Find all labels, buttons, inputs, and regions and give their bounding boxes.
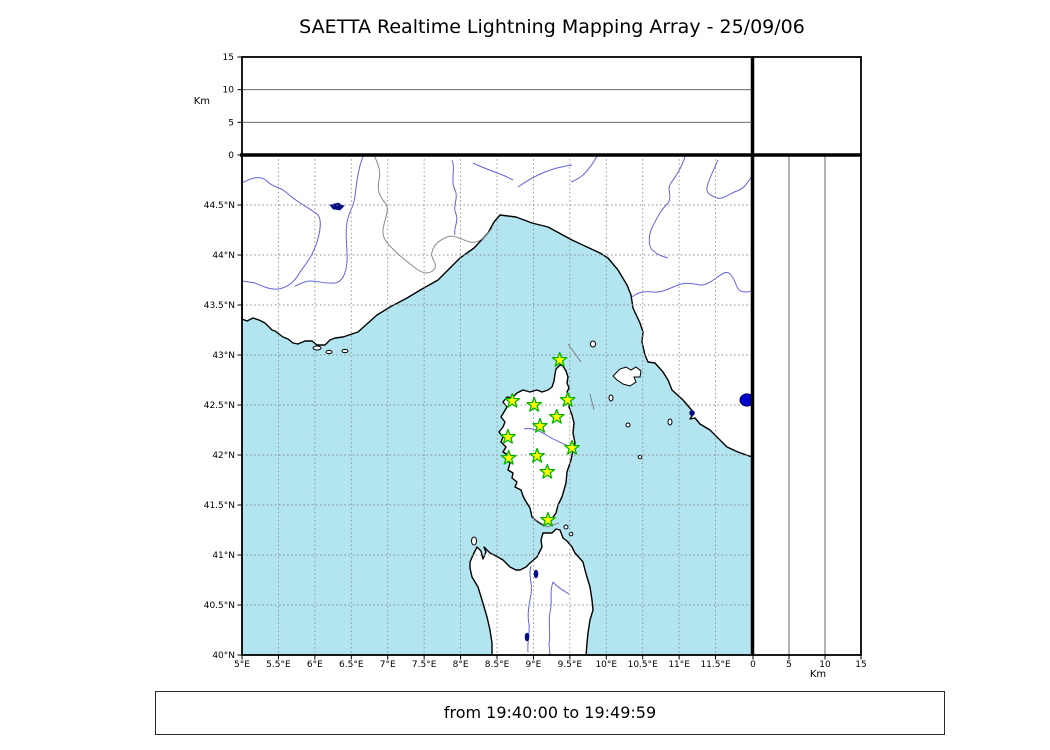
km-axis-label-left: Km [194,96,210,107]
lon-tick-label: 11.5°E [700,660,731,670]
lake [533,569,539,579]
lon-altitude-panel [242,57,752,155]
island [312,345,322,351]
lake [524,632,530,642]
island [471,536,477,546]
island [341,348,349,354]
lat-tick-label: 41.5°N [204,501,235,511]
lon-tick-label: 6°E [307,660,323,670]
lat-tick-label: 43.5°N [204,301,235,311]
island [589,340,597,348]
island [325,349,333,355]
station-star [540,511,556,527]
river-lines [242,155,752,655]
station-star [564,439,580,455]
island [637,454,643,460]
lon-tick-label: 10.5°E [628,660,659,670]
page-title: SAETTA Realtime Lightning Mapping Array … [299,16,805,38]
lon-tick-label: 7.5°E [412,660,437,670]
lake [689,410,695,416]
lat-tick-label: 40.5°N [204,601,235,611]
alt-tick-label: 15 [223,53,234,63]
lat-tick-label: 44.5°N [204,201,235,211]
alt-tick-label: 0 [750,660,756,670]
lon-tick-label: 8°E [453,660,469,670]
island [563,524,569,530]
station-star [526,396,542,412]
station-star [551,351,568,367]
lon-tick-label: 5.5°E [266,660,291,670]
thin-map-segments [532,343,595,528]
km-axis-label-bottom: Km [810,669,826,680]
alt-tick-label: 0 [228,151,234,161]
coastline-mainland [242,155,752,458]
alt-tick-label: 10 [223,86,235,96]
country-border-line [373,155,493,274]
station-star [539,463,556,479]
station-star [500,428,516,444]
lon-tick-label: 7°E [380,660,396,670]
lat-tick-label: 40°N [212,651,235,661]
alt-tick-label: 5 [786,660,792,670]
lon-tick-label: 5°E [234,660,250,670]
event-dot [739,393,752,407]
island-elba [612,366,642,387]
alt-tick-label: 5 [228,118,234,128]
station-star [532,417,548,433]
island [625,422,631,428]
lat-tick-label: 43°N [212,351,235,361]
map-overlays [242,155,752,655]
lat-tick-label: 42.5°N [204,401,235,411]
station-star [548,408,565,424]
lat-tick-label: 42°N [212,451,235,461]
corner-panel [753,57,861,155]
panel-frames [240,56,862,656]
station-star [500,449,517,465]
lat-altitude-panel [753,155,861,655]
lat-tick-label: 44°N [212,251,235,261]
panel-backgrounds [242,57,861,655]
lon-tick-label: 8.5°E [485,660,510,670]
island [608,394,614,402]
island [667,418,673,426]
lon-tick-label: 9.5°E [558,660,583,670]
axes: 5°E 5.5°E 6°E 6.5°E 7°E 7.5°E 8°E 8.5°E 9°E 9.5°E… [194,53,867,680]
station-star [529,447,545,463]
lon-tick-label: 9°E [525,660,541,670]
lat-tick-label: 41°N [212,551,235,561]
alt-tick-label: 10 [819,660,831,670]
station-star [504,392,521,408]
time-range-label: from 19:40:00 to 19:49:59 [443,703,657,722]
station-star [559,391,576,407]
lon-tick-label: 10°E [595,660,617,670]
time-range-box: from 19:40:00 to 19:49:59 [155,691,945,735]
alt-tick-label: 15 [855,660,866,670]
lon-tick-label: 11°E [668,660,690,670]
lon-tick-label: 6.5°E [339,660,364,670]
